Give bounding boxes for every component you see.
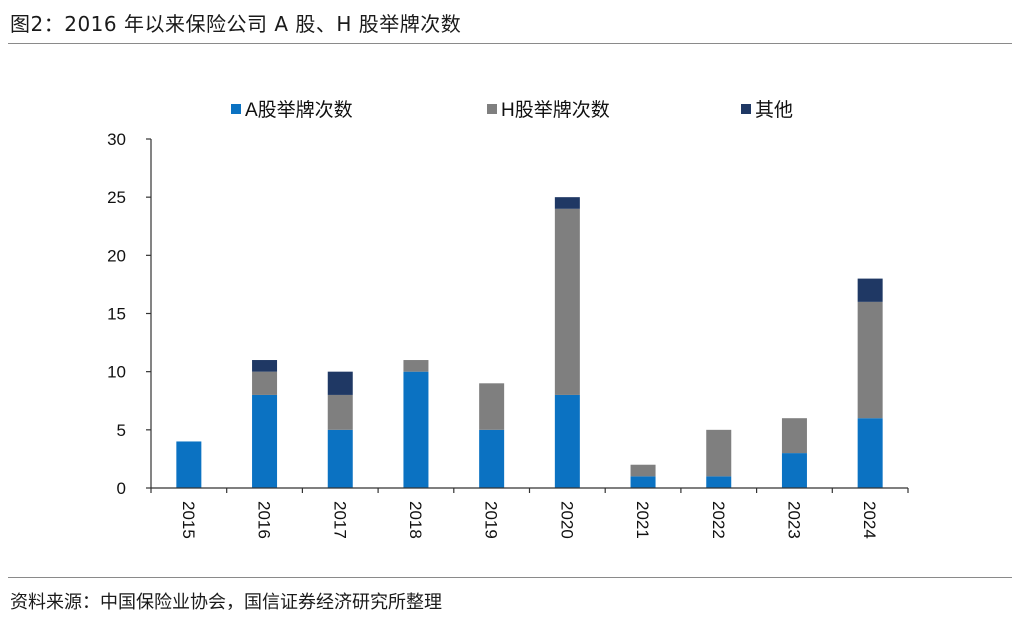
- x-tick-label: 2023: [785, 501, 804, 539]
- y-tick-label: 5: [117, 421, 126, 440]
- y-axis: 0 5 10 15 20 25 30: [107, 130, 152, 498]
- bar-segment-h-share: [857, 301, 883, 419]
- bar-segment-a-share: [857, 418, 883, 488]
- bar-segment-other: [857, 278, 883, 302]
- bar-segment-h-share: [403, 360, 429, 372]
- x-tick-label: 2016: [255, 501, 274, 539]
- bar-segment-a-share: [252, 394, 278, 488]
- y-tick-label: 25: [107, 188, 126, 207]
- legend-label: 其他: [755, 99, 793, 121]
- bar-segment-a-share: [781, 453, 807, 488]
- legend-swatch: [231, 104, 241, 114]
- x-tick-label: 2018: [406, 501, 425, 539]
- bar-segment-a-share: [403, 371, 429, 488]
- bar-segment-a-share: [327, 429, 353, 488]
- figure-title: 图2：2016 年以来保险公司 A 股、H 股举牌次数: [10, 12, 462, 36]
- bar-segment-a-share: [630, 476, 656, 488]
- x-tick-label: 2024: [860, 501, 879, 539]
- source-note: 资料来源：中国保险业协会，国信证券经济研究所整理: [10, 592, 442, 613]
- bars: [176, 197, 883, 488]
- x-tick-label: 2021: [633, 501, 652, 539]
- y-tick-label: 10: [107, 363, 126, 382]
- legend-swatch: [741, 104, 751, 114]
- legend-swatch: [487, 104, 497, 114]
- bar-segment-other: [252, 360, 278, 372]
- bar-segment-a-share: [176, 441, 202, 488]
- x-tick-label: 2015: [179, 501, 198, 539]
- bar-segment-a-share: [554, 394, 580, 488]
- top-divider: [8, 43, 1012, 44]
- bar-segment-h-share: [479, 383, 505, 430]
- bar-segment-h-share: [252, 371, 278, 395]
- legend-label: A股举牌次数: [245, 99, 353, 121]
- x-tick-label: 2022: [709, 501, 728, 539]
- x-tick-label: 2020: [557, 501, 576, 539]
- bar-segment-h-share: [327, 394, 353, 430]
- bar-segment-a-share: [706, 476, 732, 488]
- y-tick-label: 0: [117, 479, 126, 498]
- bar-segment-other: [327, 371, 353, 395]
- y-tick-label: 15: [107, 305, 126, 324]
- bar-segment-h-share: [781, 418, 807, 454]
- bar-segment-h-share: [554, 208, 580, 395]
- bar-segment-other: [554, 197, 580, 209]
- y-tick-label: 20: [107, 246, 126, 265]
- bar-segment-a-share: [479, 429, 505, 488]
- y-tick-label: 30: [107, 130, 126, 149]
- bottom-divider: [8, 577, 1012, 578]
- legend-label: H股举牌次数: [501, 99, 610, 121]
- x-axis: 2015 2016 2017 2018 2019 2020 2021 2022 2023 2024: [150, 487, 909, 539]
- x-tick-label: 2019: [482, 501, 501, 539]
- bar-segment-h-share: [706, 429, 732, 477]
- bar-segment-h-share: [630, 464, 656, 477]
- x-tick-label: 2017: [330, 501, 349, 539]
- chart-legend: A股举牌次数 H股举牌次数 其他: [231, 99, 793, 121]
